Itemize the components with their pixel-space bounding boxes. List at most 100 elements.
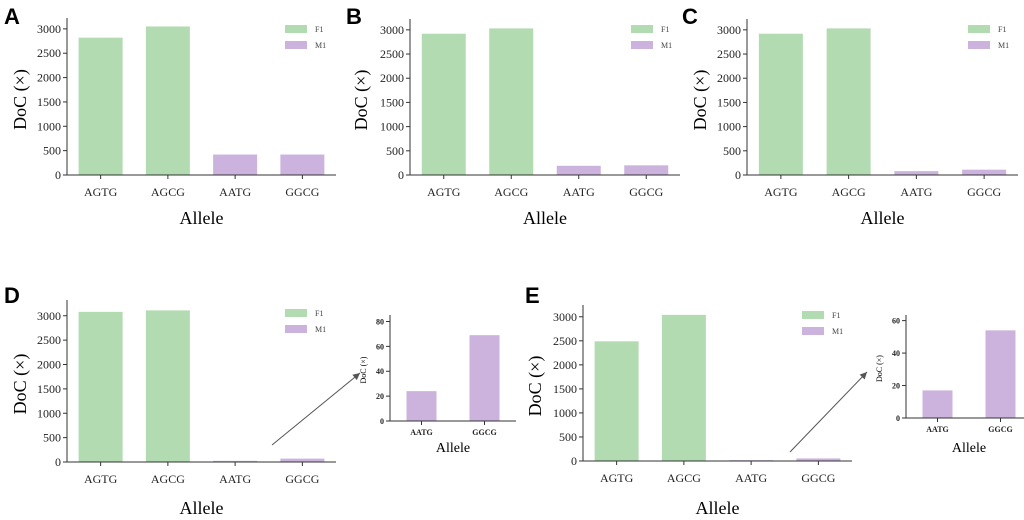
panel-c-ytick-label: 3000	[717, 23, 741, 37]
panel-c-ytick-label: 0	[735, 168, 741, 182]
panel-d-inset-ytick-label: 0	[380, 417, 384, 426]
panel-d-inset-ytick-label: 40	[376, 367, 384, 376]
panel-e-ytick-label: 1000	[553, 406, 577, 420]
panel-c-legend-label-m1: M1	[998, 41, 1009, 50]
panel-a-bar-agtg	[78, 37, 123, 176]
panel-e-inset-ytick-label: 0	[896, 414, 900, 423]
panel-d-ytick-label: 1500	[37, 382, 61, 396]
panel-e-ytick-label: 500	[559, 430, 577, 444]
panel-d-inset-ytick-label: 20	[376, 392, 384, 401]
panel-c-x-axis-title: Allele	[861, 208, 905, 228]
panel-d-xtick-label: AGTG	[84, 472, 118, 486]
panel-a-bar-ggcg	[280, 154, 325, 175]
panel-a-ytick-label: 3000	[37, 22, 61, 36]
panel-d-legend-swatch-m1	[285, 325, 307, 333]
panel-c-bar-agcg	[826, 28, 871, 175]
panel-e-ytick-label: 3000	[553, 310, 577, 324]
panel-c-ytick-label: 500	[723, 144, 741, 158]
panel-a-ytick-label: 2500	[37, 46, 61, 60]
panel-d-legend: F1 M1	[285, 309, 326, 334]
panel-c-xtick-label: AGCG	[832, 185, 866, 199]
panel-a-y-axis-title: DoC (×)	[10, 69, 31, 130]
panel-b-y-axis-title: DoC (×)	[351, 70, 372, 131]
panel-e: E AGTG AGCG AATG GGCG 0 500 1000 1500 2000 2500 300…	[525, 283, 1024, 518]
panel-c-legend-label-f1: F1	[998, 25, 1006, 34]
panel-c-legend: F1 M1	[968, 25, 1009, 50]
panel-e-legend-swatch-f1	[802, 311, 824, 319]
panel-e-zoom-arrow	[789, 371, 868, 453]
panel-d-inset-xtick-label: AATG	[410, 428, 433, 437]
panel-e-inset-ytick-label: 20	[892, 382, 900, 391]
panel-c-y-axis-title: DoC (×)	[690, 70, 711, 131]
panel-b-bar-aatg	[556, 165, 601, 175]
panel-e-legend-label-f1: F1	[832, 311, 840, 320]
panel-e-xtick-label: AGCG	[667, 471, 701, 485]
panel-e-ytick-label: 1500	[553, 382, 577, 396]
panel-d-inset-bar-ggcg	[469, 335, 500, 421]
panel-c-ytick-label: 1500	[717, 95, 741, 109]
panel-c-bar-ggcg	[962, 169, 1007, 175]
panel-a-ytick-label: 2000	[37, 71, 61, 85]
panel-e-legend-label-m1: M1	[832, 327, 843, 336]
panel-e-inset-ytick-label: 40	[892, 349, 900, 358]
panel-b-legend-swatch-f1	[631, 25, 653, 33]
panel-c-bar-agtg	[758, 33, 803, 175]
panel-d-letter: D	[4, 283, 20, 308]
panel-d-inset-y-axis-title: DoC (×)	[359, 356, 368, 383]
panel-b-ytick-label: 1000	[380, 120, 404, 134]
panel-a-ytick-label: 1500	[37, 95, 61, 109]
panel-c-xtick-label: GGCG	[967, 185, 1001, 199]
panel-d-ytick-label: 500	[43, 431, 61, 445]
panel-c-xtick-label: AGTG	[764, 185, 798, 199]
panel-a-x-axis-title: Allele	[180, 208, 224, 228]
panel-a-legend-label-m1: M1	[315, 41, 326, 50]
panel-e-letter: E	[525, 283, 540, 308]
panel-d-inset-x-axis-title: Allele	[436, 441, 470, 456]
panel-d-legend-swatch-f1	[285, 309, 307, 317]
panel-d-inset-bar-aatg	[406, 391, 437, 421]
panel-d-xtick-label: AATG	[219, 472, 251, 486]
panel-d-xtick-label: AGCG	[151, 472, 185, 486]
panel-b-xtick-label: AATG	[563, 185, 595, 199]
panel-d-ytick-label: 2000	[37, 358, 61, 372]
panel-c-bar-aatg	[894, 171, 939, 175]
panel-c: C AGTG AGCG AATG GGCG 0 500 1000 1500 2000 2500 300…	[682, 4, 1018, 228]
panel-d-bar-agtg	[78, 311, 123, 462]
panel-a-legend: F1 M1	[285, 25, 326, 50]
panel-d-ytick-label: 3000	[37, 309, 61, 323]
panel-a-xtick-label: AGCG	[151, 185, 185, 199]
panel-c-ytick-label: 2000	[717, 71, 741, 85]
panel-c-legend-swatch-m1	[968, 41, 990, 49]
panel-e-x-axis-title: Allele	[696, 498, 740, 518]
panel-a-bar-agcg	[145, 26, 190, 175]
panel-d-x-axis-title: Allele	[180, 498, 224, 518]
panel-e-y-axis-title: DoC (×)	[525, 356, 546, 417]
panel-d-ytick-label: 0	[55, 455, 61, 469]
panel-c-legend-swatch-f1	[968, 25, 990, 33]
panel-b-letter: B	[346, 4, 362, 29]
panel-d-legend-label-f1: F1	[315, 309, 323, 318]
panel-a-ytick-label: 1000	[37, 119, 61, 133]
panel-b-xtick-label: AGCG	[494, 185, 528, 199]
panel-e-bar-ggcg	[796, 458, 841, 461]
panel-d-zoom-arrow-head	[352, 373, 360, 381]
panel-e-xtick-label: AGTG	[600, 471, 634, 485]
panel-b-legend-label-f1: F1	[661, 25, 669, 34]
panel-e-inset-ytick-label: 60	[892, 317, 900, 326]
panel-d-bar-agcg	[145, 310, 190, 462]
panel-e-xtick-label: GGCG	[801, 471, 835, 485]
panel-d-inset-ytick-label: 60	[376, 342, 384, 351]
panel-e-inset-bar-aatg	[922, 390, 953, 418]
panel-b-ytick-label: 1500	[380, 95, 404, 109]
panel-e-inset-x-axis-title: Allele	[952, 441, 986, 456]
panel-a-legend-swatch-m1	[285, 41, 307, 49]
panel-a-bar-aatg	[213, 154, 258, 175]
panel-c-xtick-label: AATG	[900, 185, 932, 199]
panel-d-inset: AATG GGCG 0 20 40 60 80 Allele DoC (×)	[359, 315, 516, 456]
panel-b-x-axis-title: Allele	[523, 208, 567, 228]
panel-e-bar-agtg	[594, 341, 639, 461]
panel-e-ytick-label: 2000	[553, 358, 577, 372]
panel-d-inset-xtick-label: GGCG	[472, 428, 496, 437]
panel-b-legend-label-m1: M1	[661, 41, 672, 50]
panel-e-inset-xtick-label: GGCG	[988, 425, 1012, 434]
